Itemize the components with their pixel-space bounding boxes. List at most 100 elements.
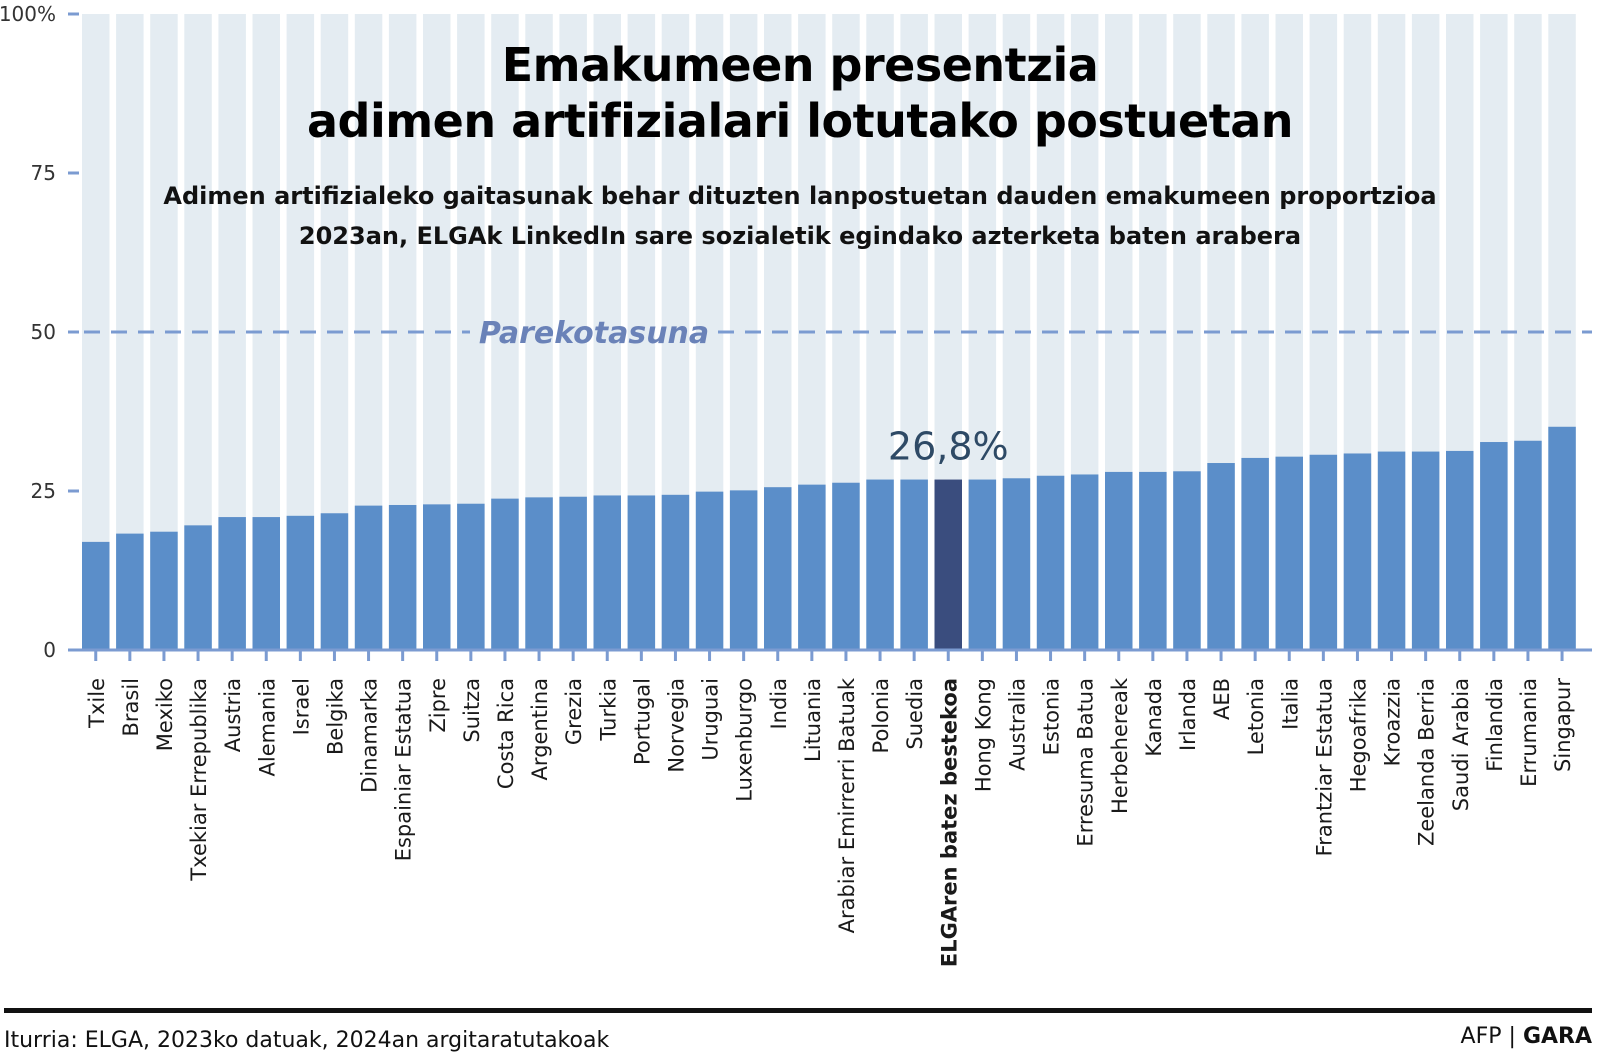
chart-title-line-1: Emakumeen presentzia — [501, 38, 1099, 92]
bar — [729, 490, 758, 650]
x-tick-label: Argentina — [528, 678, 552, 780]
bar — [1446, 450, 1474, 650]
bar — [423, 504, 451, 650]
credit-outlet: GARA — [1522, 1024, 1592, 1049]
x-tick-label: Txile — [85, 678, 109, 729]
x-tick-label: Suitza — [460, 678, 484, 743]
credit-agency: AFP — [1460, 1024, 1502, 1049]
x-tick-label: Portugal — [630, 678, 654, 765]
bar — [354, 505, 383, 650]
bar — [1036, 475, 1065, 650]
chart-title-line-2: adimen artifizialari lotutako postuetan — [307, 94, 1294, 148]
credit: AFP | GARA — [1461, 1024, 1592, 1049]
x-tick-label: Norvegia — [664, 678, 688, 773]
x-tick-label: Hong Kong — [971, 678, 995, 792]
x-tick-label: Saudi Arabia — [1449, 678, 1473, 811]
bar — [1241, 457, 1269, 650]
bar — [1139, 471, 1167, 650]
x-tick-label: Luxenburgo — [733, 678, 757, 802]
highlight-value-label: 26,8% — [888, 425, 1009, 469]
x-tick-label: Suedia — [903, 678, 927, 750]
x-tick-label: Lituania — [801, 678, 825, 762]
y-tick-label: 75 — [31, 161, 56, 185]
y-tick-label: 50 — [31, 320, 56, 344]
x-tick-label: Errumania — [1517, 678, 1541, 787]
x-tick-label: Mexiko — [153, 678, 177, 751]
x-tick-labels: Txile Brasil Mexiko Txekiar Errepublika Aust… — [85, 677, 1575, 967]
bar-chart: 0 25 50 75 100% Parekotasuna Txile Brasil Mexi… — [0, 2, 1592, 967]
annotations: 26,8% — [888, 425, 1009, 469]
bar — [1377, 451, 1406, 650]
bar — [286, 515, 315, 650]
bar — [968, 479, 997, 650]
x-tick-label: Belgika — [323, 678, 347, 755]
chart-subtitle-line-1: Adimen artifizialeko gaitasunak behar di… — [163, 182, 1437, 210]
parity-reference: Parekotasuna — [84, 316, 1592, 351]
bar — [1207, 463, 1235, 650]
x-tick-label: Kroazzia — [1381, 678, 1405, 766]
footer-divider — [4, 1008, 1592, 1013]
bar — [1173, 471, 1201, 650]
source-note: Iturria: ELGA, 2023ko datuak, 2024an arg… — [4, 1028, 610, 1053]
x-tick-label: Brasil — [119, 678, 143, 737]
x-tick-label: Herbehereak — [1108, 677, 1132, 814]
y-tick-label: 0 — [43, 638, 56, 662]
bar — [1514, 440, 1542, 650]
x-tick-label: Frantziar Estatua — [1312, 678, 1336, 856]
bar — [388, 504, 417, 650]
bar — [82, 541, 110, 650]
x-tick-label: Espainiar Estatua — [392, 678, 416, 861]
bar — [218, 517, 246, 650]
x-tick-label: Singapur — [1551, 678, 1575, 772]
bar — [150, 531, 178, 650]
x-tick-label: Finlandia — [1483, 678, 1507, 772]
bar — [695, 491, 724, 650]
bar — [184, 525, 212, 650]
bar-highlight — [934, 479, 962, 650]
bars — [82, 426, 1576, 650]
bar — [525, 497, 553, 650]
x-tick-label: Alemania — [255, 678, 279, 776]
y-tick-label: 100% — [0, 2, 56, 26]
bar — [1105, 471, 1133, 650]
x-tick-label: Erresuma Batua — [1074, 678, 1098, 847]
bar — [1309, 454, 1338, 650]
bar — [1343, 453, 1372, 650]
x-tick-label: Txekiar Errepublika — [187, 678, 211, 882]
bar — [1275, 456, 1303, 650]
y-tick-label: 25 — [31, 479, 56, 503]
bar — [559, 496, 587, 650]
x-tick-label: Costa Rica — [494, 678, 518, 789]
bar — [764, 487, 792, 650]
x-tick-label: ELGAren batez bestekoa — [937, 678, 961, 967]
x-tick-label: Austria — [221, 678, 245, 752]
credit-separator: | — [1508, 1024, 1516, 1049]
x-tick-label: Dinamarka — [358, 678, 382, 793]
bar — [491, 498, 519, 650]
bar — [661, 494, 690, 650]
x-tick-label: Grezia — [562, 678, 586, 745]
x-axis — [68, 648, 1592, 661]
x-tick-label: Israel — [289, 678, 313, 735]
x-tick-label: Hegoafrika — [1346, 678, 1370, 792]
parity-label: Parekotasuna — [479, 316, 709, 351]
bar — [593, 495, 621, 650]
x-tick-label: Arabiar Emirrerri Batuak — [835, 677, 859, 933]
bar — [1480, 442, 1508, 650]
x-tick-label: Kanada — [1142, 678, 1166, 757]
chart-subtitle-line-2: 2023an, ELGAk LinkedIn sare sozialetik e… — [298, 222, 1302, 250]
bar — [320, 513, 349, 650]
x-tick-label: Uruguai — [699, 678, 723, 761]
bar — [798, 484, 826, 650]
bar — [252, 517, 280, 650]
bar — [1002, 478, 1031, 650]
x-tick-label: Italia — [1278, 678, 1302, 730]
x-tick-label: Australia — [1005, 678, 1029, 771]
bar — [900, 479, 928, 650]
x-tick-label: Zipre — [426, 678, 450, 733]
bar — [832, 482, 860, 650]
x-tick-label: Estonia — [1040, 678, 1064, 755]
x-tick-label: Polonia — [869, 678, 893, 753]
x-tick-label: Letonia — [1244, 678, 1268, 755]
x-tick-label: Zeelanda Berria — [1415, 678, 1439, 846]
